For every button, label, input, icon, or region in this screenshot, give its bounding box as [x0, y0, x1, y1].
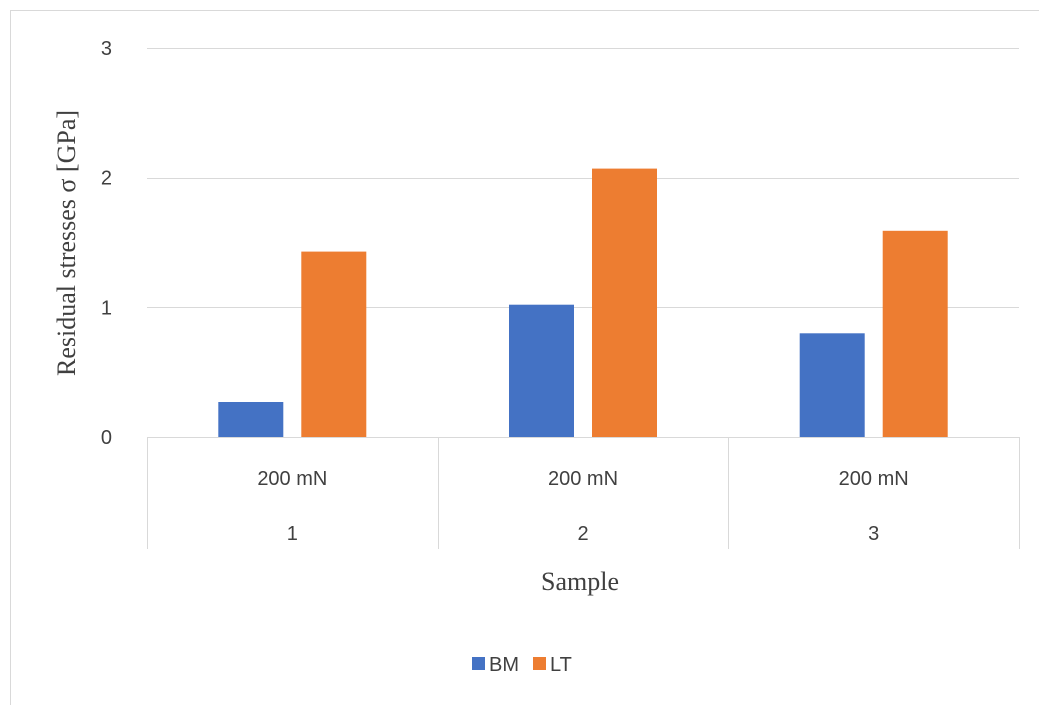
x-group-label-3: 3	[868, 523, 879, 545]
bar-bm-3	[799, 333, 865, 437]
y-tick-label-2: 2	[101, 168, 112, 190]
bar-bm-1	[218, 402, 284, 437]
legend-label-bm: BM	[489, 654, 519, 676]
legend-swatch-bm	[472, 657, 485, 670]
y-tick-label-3: 3	[101, 38, 112, 60]
x-group-label-1: 1	[287, 523, 298, 545]
x-axis: 200 mN 200 mN 200 mN 1 2 3	[147, 437, 1020, 549]
x-sublabel-3: 200 mN	[839, 468, 909, 490]
x-sublabel-1: 200 mN	[257, 468, 327, 490]
bar-lt-3	[882, 230, 948, 437]
y-axis-title: Residual stresses σ [GPa]	[52, 110, 81, 376]
y-tick-labels: 0 1 2 3	[101, 38, 112, 449]
legend-label-lt: LT	[550, 654, 572, 676]
x-sublabel-2: 200 mN	[548, 468, 618, 490]
y-tick-label-0: 0	[101, 427, 112, 449]
bar-lt-2	[592, 168, 657, 437]
bar-bm-2	[509, 304, 574, 437]
x-group-label-2: 2	[577, 523, 588, 545]
legend: BM LT	[472, 654, 572, 676]
bars	[218, 168, 948, 437]
y-tick-label-1: 1	[101, 297, 112, 319]
bar-lt-1	[301, 251, 367, 437]
legend-swatch-lt	[533, 657, 546, 670]
x-axis-title: Sample	[541, 567, 619, 596]
chart-frame	[10, 10, 1039, 705]
